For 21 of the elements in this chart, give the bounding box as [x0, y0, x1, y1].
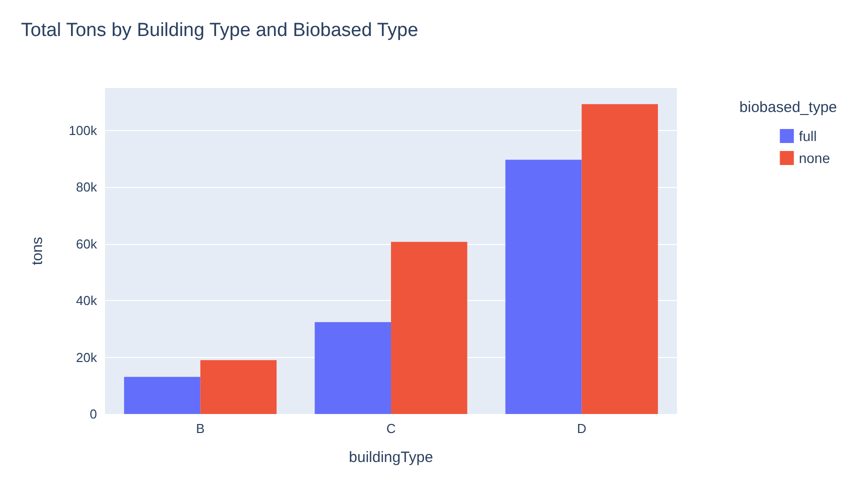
- bar: [505, 160, 582, 414]
- bar: [582, 104, 658, 414]
- y-tick-label: 60k: [76, 236, 98, 252]
- y-axis-title: tons: [29, 236, 46, 266]
- chart-title: Total Tons by Building Type and Biobased Type: [21, 20, 418, 41]
- x-axis-title: buildingType: [348, 449, 434, 466]
- y-tick-label: 20k: [76, 350, 98, 365]
- legend-title: biobased_type: [739, 99, 838, 116]
- y-tick-label: 0: [90, 406, 97, 422]
- y-tick-label: 100k: [68, 123, 98, 138]
- bar: [391, 242, 468, 414]
- x-tick-label: D: [576, 421, 586, 436]
- y-tick-label: 40k: [76, 293, 98, 308]
- legend-label: none: [798, 150, 830, 166]
- bar: [200, 360, 277, 414]
- x-tick-label: C: [386, 421, 396, 436]
- y-tick-label: 80k: [76, 180, 98, 195]
- bar: [314, 322, 391, 414]
- legend-label: full: [798, 128, 817, 144]
- bar: [124, 376, 200, 414]
- x-tick-label: B: [196, 421, 205, 436]
